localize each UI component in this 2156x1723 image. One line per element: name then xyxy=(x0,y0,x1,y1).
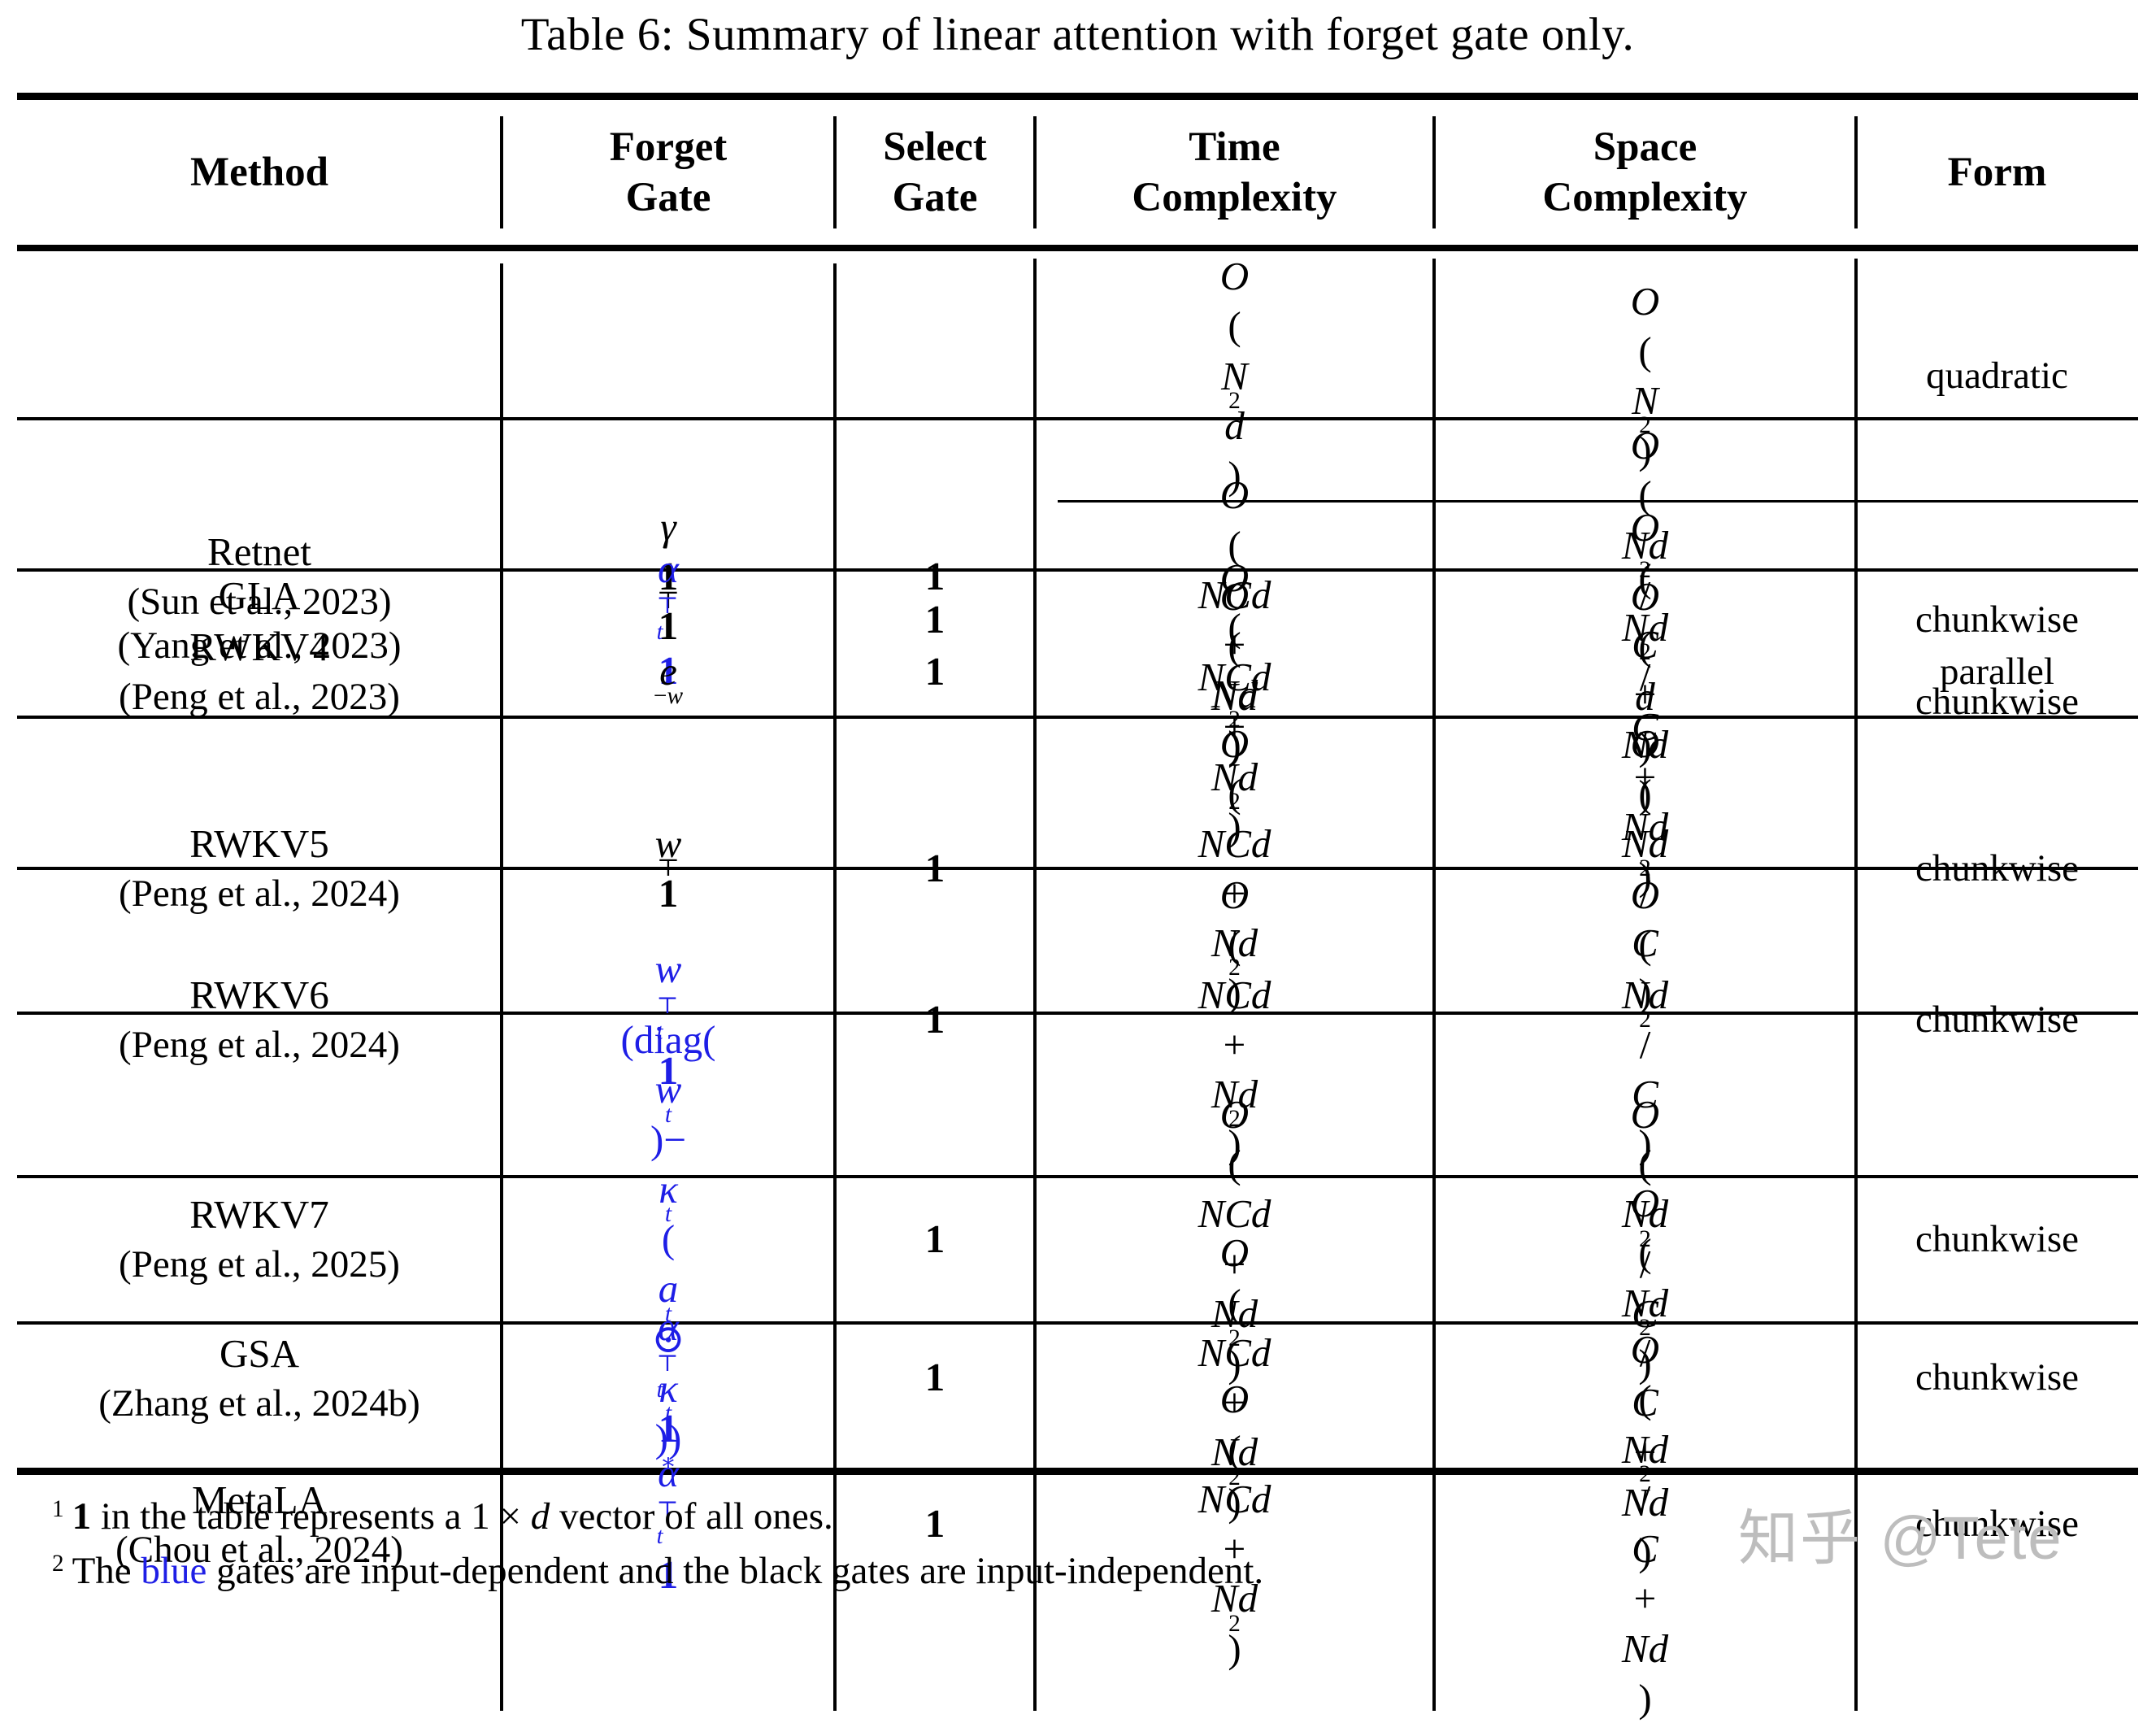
space-complexity-cell: O(Nd 2/C) xyxy=(1432,870,1856,1169)
method-name: GSA xyxy=(219,1330,300,1376)
row-divider xyxy=(17,1175,2138,1178)
method-cell: RWKV4 (Peng et al., 2023) xyxy=(17,572,502,771)
time-complexity-cell: O(NCd + Nd 2) xyxy=(1033,1178,1434,1577)
header-forget-gate: Forget Gate xyxy=(500,100,835,245)
select-gate-cell: 1 xyxy=(833,719,1035,1018)
method-cell: RWKV6 (Peng et al., 2024) xyxy=(17,870,502,1169)
row-divider xyxy=(17,417,2138,420)
retnet-chunkwise-subrow: O(NCd + Nd 2) O(Nd 2/C + Nd) chunkwise xyxy=(1033,503,2138,901)
footnote-text: The blue gates are input-dependent and t… xyxy=(72,1549,1264,1592)
table-row-rwkv6: RWKV6 (Peng et al., 2024) w ⊤ t 1 1 O(NCd +… xyxy=(17,870,2138,1166)
method-cell: GLA (Yang et al., 2023) xyxy=(17,420,502,819)
method-citation: (Peng et al., 2025) xyxy=(119,1243,400,1286)
forget-gate-cell: w ⊤ t 1 xyxy=(500,870,835,1169)
forget-gate-cell: α ⊤ t 1 xyxy=(500,1325,835,1723)
table-bottom-rule xyxy=(17,1468,2138,1475)
method-name: RWKV7 xyxy=(189,1192,329,1238)
table-row-rwkv4: RWKV4 (Peng et al., 2023) e −w 1 O(Nd) O(… xyxy=(17,572,2138,768)
forget-gate-cell: e −w xyxy=(500,572,835,771)
header-bottom-rule xyxy=(17,245,2138,251)
method-citation: (Zhang et al., 2024b) xyxy=(98,1381,420,1425)
footnote-marker: 1 xyxy=(52,1495,64,1522)
header-select-gate: Select Gate xyxy=(833,100,1035,245)
summary-table: Method Forget Gate Select Gate Time Comp… xyxy=(17,93,2138,1721)
method-citation: (Peng et al., 2024) xyxy=(119,872,400,916)
row-divider xyxy=(17,867,2138,870)
method-citation: (Chou et al., 2024) xyxy=(115,1528,403,1571)
method-cell: RWKV7 (Peng et al., 2025) xyxy=(17,1015,502,1463)
time-complexity-cell: O(Nd) xyxy=(1033,572,1434,771)
space-complexity-cell: O(Nd 2/C + Nd) xyxy=(1432,503,1856,901)
form-cell: chunkwise xyxy=(1854,719,2138,1018)
table-row-rwkv5: RWKV5 (Peng et al., 2024) w ⊤ 1 1 O(NCd + … xyxy=(17,719,2138,1015)
row-divider xyxy=(17,1012,2138,1015)
forget-gate-cell: w ⊤ 1 xyxy=(500,719,835,1018)
table-row-rwkv7: RWKV7 (Peng et al., 2025) (diag(w t)− κ t(a… xyxy=(17,1015,2138,1475)
table-top-rule xyxy=(17,93,2138,100)
select-gate-cell: 1 xyxy=(833,870,1035,1169)
footnote-marker: 2 xyxy=(52,1550,64,1577)
row-divider xyxy=(17,716,2138,719)
time-complexity-cell: O(NCd + Nd 2) xyxy=(1033,870,1434,1169)
method-name: MetaLA xyxy=(192,1477,327,1522)
footnote-2: 2 The blue gates are input-dependent and … xyxy=(52,1544,1263,1599)
method-name: Retnet xyxy=(207,529,311,575)
time-complexity-cell: O(N 2 d) xyxy=(1033,251,1434,500)
retnet-split-cells: O(N 2 d) O(N 2) quadratic O(NCd + Nd 2) O(Nd… xyxy=(1033,251,2138,901)
method-cell: GSA (Zhang et al., 2024b) xyxy=(17,1178,502,1577)
space-complexity-cell: O(Nd 2/C) xyxy=(1432,719,1856,1018)
method-citation: (Yang et al., 2023) xyxy=(117,624,402,667)
footnote-1: 1 1 in the table represents a 1 × d vecto… xyxy=(52,1490,1263,1544)
method-citation: (Peng et al., 2023) xyxy=(119,676,400,718)
row-divider xyxy=(17,568,2138,572)
method-cell: Retnet (Sun et al., 2023) xyxy=(17,251,502,901)
method-cell: MetaLA (Chou et al., 2024) xyxy=(17,1325,502,1723)
table-row-metala: MetaLA (Chou et al., 2024) α ⊤ t 1 1 O(NCd … xyxy=(17,1325,2138,1721)
table-row-gsa: GSA (Zhang et al., 2024b) α ⊤ t 1 1 O(NCd +… xyxy=(17,1178,2138,1574)
form-cell: quadratic xyxy=(1854,251,2138,500)
method-name: GLA xyxy=(218,572,301,618)
method-name: RWKV5 xyxy=(189,821,329,867)
header-space-complexity: Space Complexity xyxy=(1432,100,1856,245)
space-complexity-cell: O(N 2) xyxy=(1432,251,1856,500)
header-row: Method Forget Gate Select Gate Time Comp… xyxy=(17,100,2138,245)
row-divider xyxy=(17,1321,2138,1325)
form-cell: chunkwise xyxy=(1854,1325,2138,1723)
table-row-gla: GLA (Yang et al., 2023) α ⊤ t 1 1 O(NCd + N… xyxy=(17,420,2138,816)
zhihu-watermark: 知乎 @Tete xyxy=(1738,1504,2063,1572)
time-complexity-cell: O(NCd + Nd 2) xyxy=(1033,503,1434,901)
select-gate-cell: 1 xyxy=(833,572,1035,771)
method-citation: (Sun et al., 2023) xyxy=(127,581,392,624)
header-form: Form xyxy=(1854,100,2138,245)
form-cell: chunkwise xyxy=(1854,870,2138,1169)
space-complexity-cell: O(Nd 2/C + Nd) xyxy=(1432,1178,1856,1577)
time-complexity-cell: O(NCd + Nd 2) xyxy=(1033,719,1434,1018)
method-name: RWKV4 xyxy=(189,624,329,669)
space-complexity-cell: O(d) xyxy=(1432,572,1856,771)
footnote-text: 1 in the table represents a 1 × d vector… xyxy=(72,1495,833,1538)
retnet-quadratic-subrow: O(N 2 d) O(N 2) quadratic xyxy=(1033,251,2138,500)
method-name: RWKV6 xyxy=(189,972,329,1018)
forget-gate-cell: (diag(w t)− κ t(a t ⊙ κ t)) ∗ xyxy=(500,1015,835,1475)
header-method: Method xyxy=(190,149,328,195)
method-citation: (Peng et al., 2024) xyxy=(119,1024,400,1067)
select-gate-cell: 1 xyxy=(833,1325,1035,1723)
form-cell: parallel xyxy=(1854,572,2138,771)
table-row-retnet: Retnet (Sun et al., 2023) γ 1 ⊤ 1 1 O(N 2 d) … xyxy=(17,251,2138,898)
table-footnotes: 1 1 in the table represents a 1 × d vecto… xyxy=(52,1490,1263,1598)
table-caption: Table 6: Summary of linear attention wit… xyxy=(520,9,1635,60)
method-cell: RWKV5 (Peng et al., 2024) xyxy=(17,719,502,1018)
retnet-subrow-divider xyxy=(1058,500,2138,503)
header-time-complexity: Time Complexity xyxy=(1033,100,1434,245)
